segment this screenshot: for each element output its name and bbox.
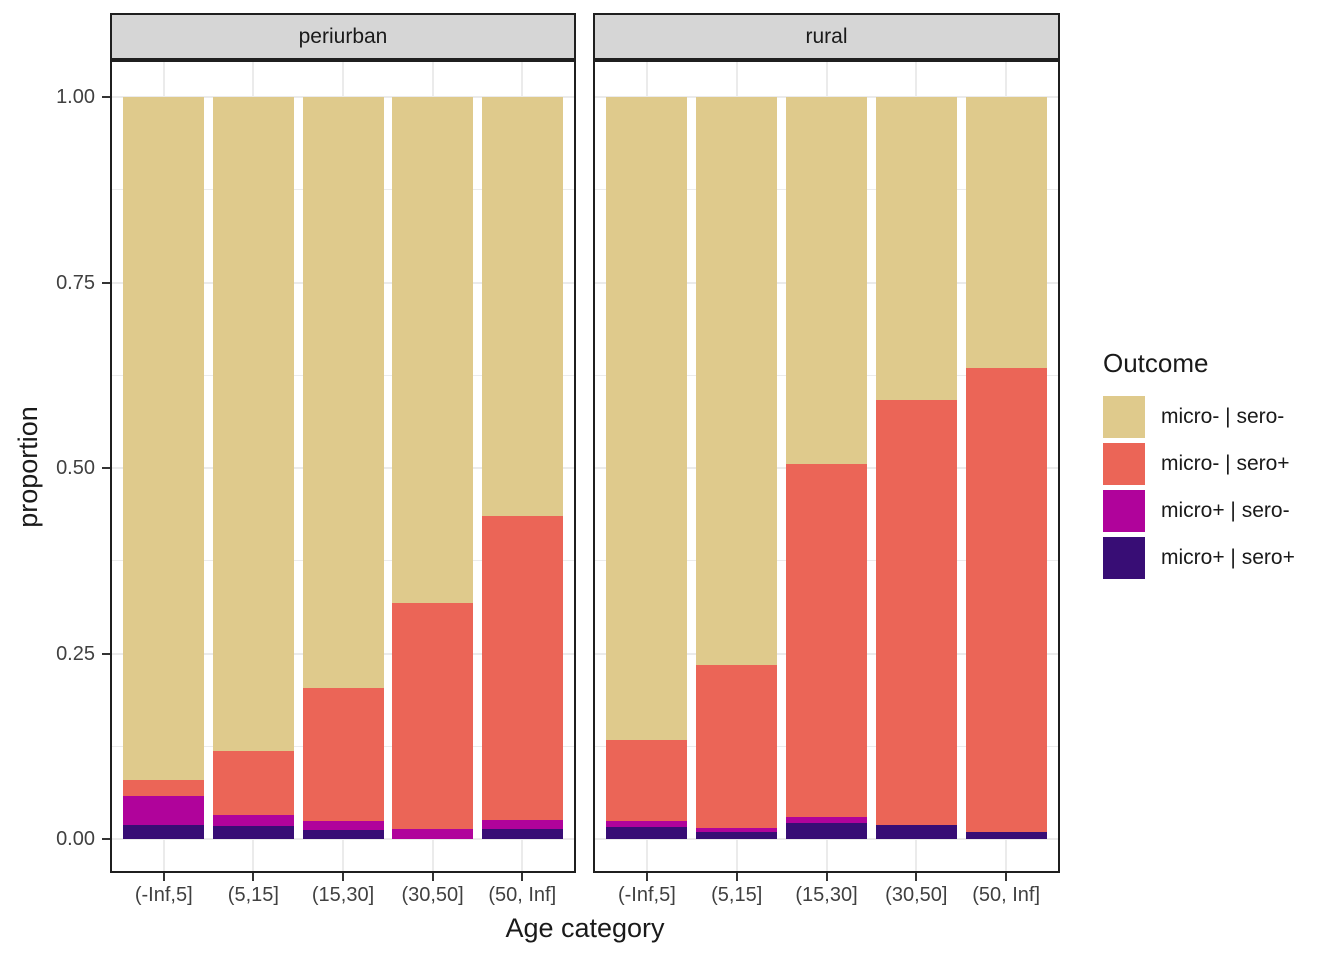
legend-item: micro+ | sero- xyxy=(1103,490,1295,532)
bar-segment xyxy=(965,97,1047,368)
bar-segment xyxy=(786,464,867,817)
y-axis-tick xyxy=(102,652,110,655)
panel-periurban xyxy=(110,60,576,873)
y-tick-label: 1.00 xyxy=(56,86,95,108)
bar-segment xyxy=(696,664,778,828)
x-tick-label: (-Inf,5] xyxy=(617,884,676,906)
legend-swatch xyxy=(1103,490,1145,532)
bar-segment xyxy=(481,516,563,821)
bar-segment xyxy=(123,97,205,781)
y-axis-tick xyxy=(102,838,110,840)
y-axis-tick xyxy=(102,467,110,469)
bar-segment xyxy=(965,832,1047,839)
bar-segment xyxy=(696,97,778,665)
x-tick-label: (15,30] xyxy=(311,884,375,906)
x-tick-label: (5,15] xyxy=(227,884,279,906)
panel-rural xyxy=(593,60,1060,873)
bar-segment xyxy=(212,815,294,826)
facet-strip-label: periurban xyxy=(298,24,388,48)
bar-segment xyxy=(302,830,384,839)
legend-swatch xyxy=(1103,396,1145,438)
y-tick-label: 0.75 xyxy=(56,271,95,294)
bar-segment xyxy=(212,751,294,816)
bar-segment xyxy=(696,827,778,832)
legend-item: micro- | sero- xyxy=(1103,396,1295,438)
legend-swatch xyxy=(1103,443,1145,485)
bar-segment xyxy=(392,829,474,839)
bar-segment xyxy=(875,97,957,400)
y-axis-tick xyxy=(102,96,110,98)
x-tick-label: (30,50] xyxy=(401,884,464,906)
bar-segment xyxy=(123,795,205,825)
facet-strip-periurban: periurban xyxy=(110,13,576,60)
bar-segment xyxy=(302,687,384,822)
facet-strip-rural: rural xyxy=(593,13,1060,60)
x-axis-tick xyxy=(342,873,344,881)
x-tick-label: (5,15] xyxy=(711,884,763,906)
legend-label: micro- | sero- xyxy=(1161,405,1285,428)
x-axis-tick xyxy=(252,873,255,881)
bar-segment xyxy=(965,367,1047,833)
y-tick-label: 0.50 xyxy=(56,457,95,479)
bar-segment xyxy=(606,827,688,839)
x-tick-label: (50, Inf] xyxy=(488,884,557,906)
bar-segment xyxy=(786,822,867,839)
x-axis-tick xyxy=(645,873,648,881)
x-tick-label: (15,30] xyxy=(795,884,858,906)
x-axis-tick xyxy=(825,873,828,881)
legend-item: micro- | sero+ xyxy=(1103,443,1295,485)
bar-segment xyxy=(875,824,957,839)
legend-label: micro- | sero+ xyxy=(1161,452,1290,475)
y-axis-tick xyxy=(102,281,110,284)
bar-segment xyxy=(606,97,688,740)
bar-segment xyxy=(123,824,205,839)
x-axis-tick xyxy=(915,873,918,881)
x-axis-tick xyxy=(1005,873,1008,881)
legend-item: micro+ | sero+ xyxy=(1103,537,1295,579)
bar-segment xyxy=(481,828,563,839)
bar-segment xyxy=(123,780,205,796)
facet-strip-label: rural xyxy=(805,24,848,48)
legend-label: micro+ | sero- xyxy=(1161,499,1290,522)
bar-segment xyxy=(786,97,867,465)
bar-segment xyxy=(212,825,294,839)
legend-title: Outcome xyxy=(1103,348,1209,378)
bar-segment xyxy=(302,97,384,688)
legend-swatch xyxy=(1103,537,1145,579)
bar-segment xyxy=(696,831,778,839)
x-axis-tick xyxy=(431,873,434,881)
bar-segment xyxy=(606,739,688,822)
x-axis-tick xyxy=(162,873,165,881)
y-tick-label: 0.00 xyxy=(56,828,95,850)
legend-label: micro+ | sero+ xyxy=(1161,546,1295,569)
x-tick-label: (-Inf,5] xyxy=(134,884,193,906)
bar-segment xyxy=(212,97,294,752)
y-tick-label: 0.25 xyxy=(56,642,95,665)
bar-segment xyxy=(302,821,384,831)
x-axis-title: Age category xyxy=(505,913,665,943)
bar-segment xyxy=(606,821,688,828)
bar-segment xyxy=(392,603,474,830)
bar-segment xyxy=(875,399,957,825)
legend: micro- | sero-micro- | sero+ micro+ | ser… xyxy=(1103,396,1295,584)
x-tick-label: (50, Inf] xyxy=(972,884,1041,906)
bar-segment xyxy=(481,820,563,829)
bar-segment xyxy=(481,97,563,517)
x-axis-tick xyxy=(735,873,738,881)
bar-segment xyxy=(392,97,474,604)
x-axis-tick xyxy=(521,873,524,881)
bar-segment xyxy=(786,816,867,823)
x-tick-label: (30,50] xyxy=(885,884,948,906)
